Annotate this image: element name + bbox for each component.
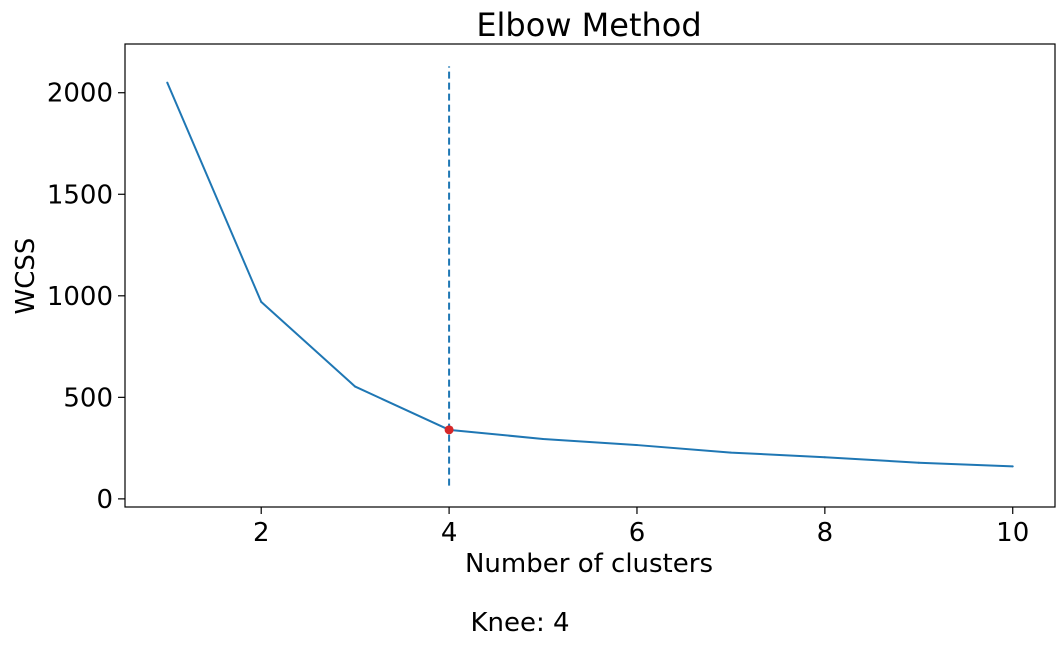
- y-tick-label: 500: [63, 383, 113, 413]
- y-tick-label: 0: [96, 485, 113, 515]
- data-point: [542, 437, 545, 440]
- x-tick-label: 8: [817, 518, 834, 548]
- data-point: [166, 81, 169, 84]
- plot-frame: [124, 43, 1056, 508]
- y-tick-label: 2000: [47, 79, 113, 109]
- y-axis-label: WCSS: [11, 238, 41, 315]
- data-point: [354, 385, 357, 388]
- data-point: [917, 461, 920, 464]
- data-point: [823, 456, 826, 459]
- x-tick-label: 2: [253, 518, 270, 548]
- knee-point: [444, 425, 454, 435]
- knee-caption: Knee: 4: [470, 608, 569, 638]
- data-point: [729, 451, 732, 454]
- data-point: [260, 300, 263, 303]
- x-tick-label: 6: [629, 518, 646, 548]
- data-point: [635, 444, 638, 447]
- x-tick-label: 10: [996, 518, 1029, 548]
- y-tick-label: 1500: [47, 180, 113, 210]
- x-tick-label: 4: [441, 518, 458, 548]
- chart-title: Elbow Method: [476, 6, 701, 44]
- y-tick-label: 1000: [47, 282, 113, 312]
- x-axis-label: Number of clusters: [465, 549, 713, 579]
- data-point: [1011, 465, 1014, 468]
- series-line: [166, 82, 1013, 468]
